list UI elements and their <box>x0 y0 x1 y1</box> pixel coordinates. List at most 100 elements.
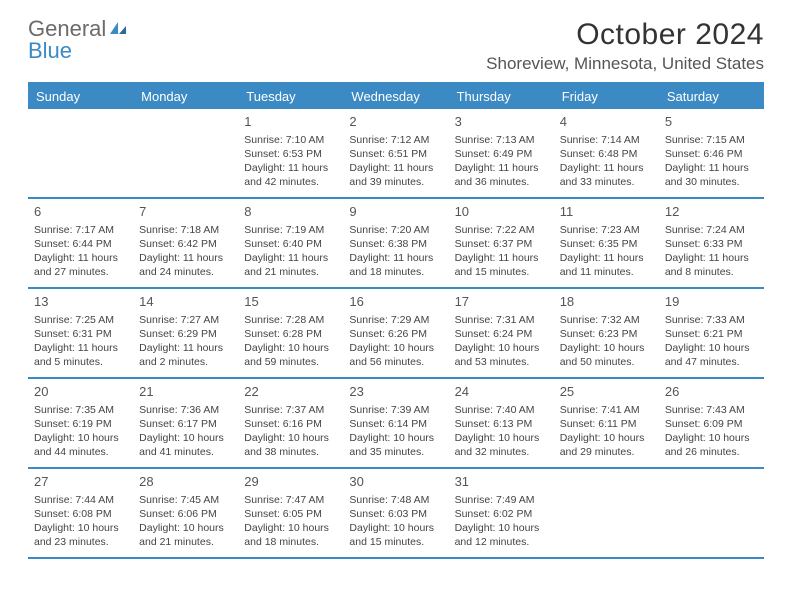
day-cell: 11 Sunrise: 7:23 AMSunset: 6:35 PMDayligh… <box>554 199 659 287</box>
day-cell: 6 Sunrise: 7:17 AMSunset: 6:44 PMDaylight… <box>28 199 133 287</box>
day-number: 21 <box>139 383 232 401</box>
day-cell <box>554 469 659 557</box>
location: Shoreview, Minnesota, United States <box>486 54 764 74</box>
day-details: Sunrise: 7:23 AMSunset: 6:35 PMDaylight:… <box>560 223 653 280</box>
day-cell: 31Sunrise: 7:49 AMSunset: 6:02 PMDayligh… <box>449 469 554 557</box>
day-cell: 26 Sunrise: 7:43 AMSunset: 6:09 PMDayligh… <box>659 379 764 467</box>
month-year: October 2024 <box>486 18 764 52</box>
day-details: Sunrise: 7:17 AMSunset: 6:44 PMDaylight:… <box>34 223 127 280</box>
day-number: 14 <box>139 293 232 311</box>
day-details: Sunrise: 7:35 AMSunset: 6:19 PMDaylight:… <box>34 403 127 460</box>
day-cell: 21Sunrise: 7:36 AMSunset: 6:17 PMDayligh… <box>133 379 238 467</box>
day-cell: 24 Sunrise: 7:40 AMSunset: 6:13 PMDayligh… <box>449 379 554 467</box>
day-number: 17 <box>455 293 548 311</box>
day-number: 15 <box>244 293 337 311</box>
day-number: 7 <box>139 203 232 221</box>
day-number: 6 <box>34 203 127 221</box>
day-number: 25 <box>560 383 653 401</box>
day-cell: 15Sunrise: 7:28 AMSunset: 6:28 PMDayligh… <box>238 289 343 377</box>
day-number: 24 <box>455 383 548 401</box>
dow-thursday: Thursday <box>449 84 554 109</box>
day-details: Sunrise: 7:33 AMSunset: 6:21 PMDaylight:… <box>665 313 758 370</box>
day-cell: 9 Sunrise: 7:20 AMSunset: 6:38 PMDaylight… <box>343 199 448 287</box>
day-number: 26 <box>665 383 758 401</box>
day-cell: 29 Sunrise: 7:47 AMSunset: 6:05 PMDayligh… <box>238 469 343 557</box>
day-cell: 12 Sunrise: 7:24 AMSunset: 6:33 PMDayligh… <box>659 199 764 287</box>
day-details: Sunrise: 7:47 AMSunset: 6:05 PMDaylight:… <box>244 493 337 550</box>
day-cell: 2Sunrise: 7:12 AMSunset: 6:51 PMDaylight… <box>343 109 448 197</box>
day-cell: 7Sunrise: 7:18 AMSunset: 6:42 PMDaylight… <box>133 199 238 287</box>
day-number: 20 <box>34 383 127 401</box>
day-details: Sunrise: 7:25 AMSunset: 6:31 PMDaylight:… <box>34 313 127 370</box>
day-cell: 10 Sunrise: 7:22 AMSunset: 6:37 PMDayligh… <box>449 199 554 287</box>
day-number: 9 <box>349 203 442 221</box>
day-cell: 25 Sunrise: 7:41 AMSunset: 6:11 PMDayligh… <box>554 379 659 467</box>
day-cell: 13Sunrise: 7:25 AMSunset: 6:31 PMDayligh… <box>28 289 133 377</box>
day-cell: 30 Sunrise: 7:48 AMSunset: 6:03 PMDayligh… <box>343 469 448 557</box>
day-number: 1 <box>244 113 337 131</box>
dow-tuesday: Tuesday <box>238 84 343 109</box>
week-row: 6 Sunrise: 7:17 AMSunset: 6:44 PMDaylight… <box>28 199 764 289</box>
day-cell: 18 Sunrise: 7:32 AMSunset: 6:23 PMDayligh… <box>554 289 659 377</box>
day-number: 8 <box>244 203 337 221</box>
day-details: Sunrise: 7:40 AMSunset: 6:13 PMDaylight:… <box>455 403 548 460</box>
day-number: 23 <box>349 383 442 401</box>
day-details: Sunrise: 7:39 AMSunset: 6:14 PMDaylight:… <box>349 403 442 460</box>
logo-text: General Blue <box>28 18 128 62</box>
day-number: 10 <box>455 203 548 221</box>
day-number: 5 <box>665 113 758 131</box>
day-number: 3 <box>455 113 548 131</box>
day-cell: 27 Sunrise: 7:44 AMSunset: 6:08 PMDayligh… <box>28 469 133 557</box>
day-number: 22 <box>244 383 337 401</box>
day-number: 19 <box>665 293 758 311</box>
day-cell: 28 Sunrise: 7:45 AMSunset: 6:06 PMDayligh… <box>133 469 238 557</box>
logo-blue: Blue <box>28 38 72 63</box>
day-details: Sunrise: 7:19 AMSunset: 6:40 PMDaylight:… <box>244 223 337 280</box>
day-cell: 22 Sunrise: 7:37 AMSunset: 6:16 PMDayligh… <box>238 379 343 467</box>
header: General Blue October 2024 Shoreview, Min… <box>28 18 764 74</box>
day-details: Sunrise: 7:20 AMSunset: 6:38 PMDaylight:… <box>349 223 442 280</box>
day-details: Sunrise: 7:22 AMSunset: 6:37 PMDaylight:… <box>455 223 548 280</box>
dow-saturday: Saturday <box>659 84 764 109</box>
day-details: Sunrise: 7:37 AMSunset: 6:16 PMDaylight:… <box>244 403 337 460</box>
day-details: Sunrise: 7:48 AMSunset: 6:03 PMDaylight:… <box>349 493 442 550</box>
day-cell: 16Sunrise: 7:29 AMSunset: 6:26 PMDayligh… <box>343 289 448 377</box>
day-details: Sunrise: 7:24 AMSunset: 6:33 PMDaylight:… <box>665 223 758 280</box>
day-number: 4 <box>560 113 653 131</box>
day-cell: 4Sunrise: 7:14 AMSunset: 6:48 PMDaylight… <box>554 109 659 197</box>
logo-sail-icon <box>108 20 128 36</box>
day-details: Sunrise: 7:41 AMSunset: 6:11 PMDaylight:… <box>560 403 653 460</box>
day-cell <box>133 109 238 197</box>
day-cell <box>659 469 764 557</box>
day-details: Sunrise: 7:44 AMSunset: 6:08 PMDaylight:… <box>34 493 127 550</box>
week-row: 20 Sunrise: 7:35 AMSunset: 6:19 PMDayligh… <box>28 379 764 469</box>
dow-friday: Friday <box>554 84 659 109</box>
day-details: Sunrise: 7:10 AMSunset: 6:53 PMDaylight:… <box>244 133 337 190</box>
calendar: Sunday Monday Tuesday Wednesday Thursday… <box>28 82 764 559</box>
logo: General Blue <box>28 18 128 62</box>
day-details: Sunrise: 7:45 AMSunset: 6:06 PMDaylight:… <box>139 493 232 550</box>
day-cell: 20 Sunrise: 7:35 AMSunset: 6:19 PMDayligh… <box>28 379 133 467</box>
day-number: 11 <box>560 203 653 221</box>
day-number: 16 <box>349 293 442 311</box>
day-number: 29 <box>244 473 337 491</box>
day-cell: 19 Sunrise: 7:33 AMSunset: 6:21 PMDayligh… <box>659 289 764 377</box>
day-details: Sunrise: 7:32 AMSunset: 6:23 PMDaylight:… <box>560 313 653 370</box>
day-details: Sunrise: 7:49 AMSunset: 6:02 PMDaylight:… <box>455 493 548 550</box>
day-number: 28 <box>139 473 232 491</box>
day-number: 30 <box>349 473 442 491</box>
day-number: 18 <box>560 293 653 311</box>
day-cell: 8 Sunrise: 7:19 AMSunset: 6:40 PMDaylight… <box>238 199 343 287</box>
day-cell <box>28 109 133 197</box>
day-cell: 3Sunrise: 7:13 AMSunset: 6:49 PMDaylight… <box>449 109 554 197</box>
dow-wednesday: Wednesday <box>343 84 448 109</box>
week-row: 13Sunrise: 7:25 AMSunset: 6:31 PMDayligh… <box>28 289 764 379</box>
day-number: 27 <box>34 473 127 491</box>
title-block: October 2024 Shoreview, Minnesota, Unite… <box>486 18 764 74</box>
day-details: Sunrise: 7:43 AMSunset: 6:09 PMDaylight:… <box>665 403 758 460</box>
week-row: 27 Sunrise: 7:44 AMSunset: 6:08 PMDayligh… <box>28 469 764 559</box>
dow-row: Sunday Monday Tuesday Wednesday Thursday… <box>28 84 764 109</box>
day-cell: 5Sunrise: 7:15 AMSunset: 6:46 PMDaylight… <box>659 109 764 197</box>
dow-sunday: Sunday <box>28 84 133 109</box>
day-number: 12 <box>665 203 758 221</box>
